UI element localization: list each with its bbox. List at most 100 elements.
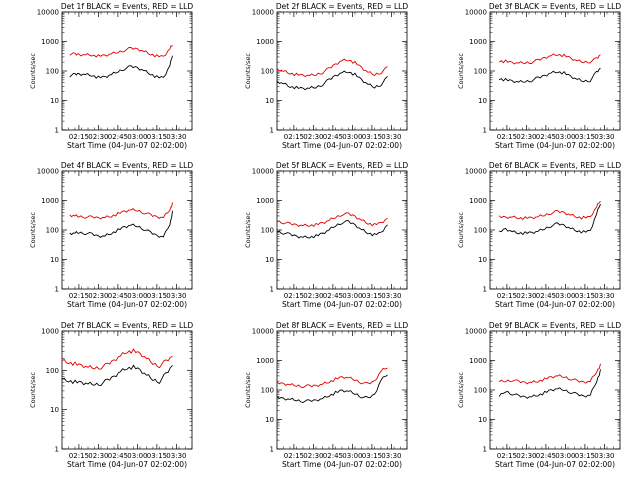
x-tick-label: 03:00 xyxy=(342,452,362,460)
x-tick-label: 03:30 xyxy=(594,452,614,460)
chart-panel-2: Det 2f BLACK = Events, RED = LLD 1 10 100 10… xyxy=(244,2,408,150)
panel-title: Det 6f BLACK = Events, RED = LLD xyxy=(489,161,622,170)
y-tick-label: 10 xyxy=(265,416,274,424)
y-tick-label: 100 xyxy=(261,68,274,76)
x-tick-label: 02:45 xyxy=(108,452,128,460)
y-axis-label: Counts/sec xyxy=(244,212,252,248)
y-tick-label: 10000 xyxy=(37,168,59,176)
x-axis-label: Start Time (04-Jun-07 02:02:00) xyxy=(282,460,402,469)
y-tick-label: 1000 xyxy=(256,38,274,46)
x-tick-label: 02:15 xyxy=(284,292,304,300)
chart-panel-4: Det 4f BLACK = Events, RED = LLD 1 10 100 10… xyxy=(29,161,193,309)
x-tick-label: 03:15 xyxy=(147,292,167,300)
y-tick-label: 1000 xyxy=(41,38,59,46)
chart-panel-7: Det 7f BLACK = Events, RED = LLD 1 10 100 10… xyxy=(29,321,193,469)
y-tick-label: 1000 xyxy=(469,357,487,365)
y-tick-label: 10 xyxy=(478,256,487,264)
series-line-lld xyxy=(276,367,388,389)
x-tick-label: 03:15 xyxy=(147,133,167,141)
chart-panel-5: Det 5f BLACK = Events, RED = LLD 1 10 100 10… xyxy=(244,161,408,309)
y-tick-label: 100 xyxy=(261,387,274,395)
series-line-lld xyxy=(498,200,601,221)
x-axis-label: Start Time (04-Jun-07 02:02:00) xyxy=(282,141,402,150)
series-line-lld xyxy=(69,202,173,220)
x-tick-label: 03:00 xyxy=(555,292,575,300)
series-line-events xyxy=(276,374,388,403)
chart-panel-3: Det 3f BLACK = Events, RED = LLD 1 10 100 10… xyxy=(457,2,621,150)
x-axis-label: Start Time (04-Jun-07 02:02:00) xyxy=(495,300,615,309)
x-tick-label: 02:15 xyxy=(284,452,304,460)
panel-title: Det 8f BLACK = Events, RED = LLD xyxy=(276,321,409,330)
y-tick-label: 1 xyxy=(55,286,59,294)
x-tick-label: 03:30 xyxy=(166,133,186,141)
y-tick-label: 100 xyxy=(46,367,59,375)
chart-panel-6: Det 6f BLACK = Events, RED = LLD 1 10 100 10… xyxy=(457,161,621,309)
panel-title: Det 1f BLACK = Events, RED = LLD xyxy=(61,2,194,11)
series-line-lld xyxy=(276,58,388,78)
plot-frame xyxy=(276,11,408,131)
panel-title: Det 2f BLACK = Events, RED = LLD xyxy=(276,2,409,11)
y-tick-label: 1 xyxy=(483,446,487,454)
y-tick-label: 10000 xyxy=(37,9,59,17)
y-tick-label: 100 xyxy=(474,68,487,76)
y-tick-label: 10000 xyxy=(252,9,274,17)
x-tick-label: 02:45 xyxy=(536,452,556,460)
x-tick-label: 02:15 xyxy=(497,133,517,141)
x-tick-label: 02:15 xyxy=(284,133,304,141)
x-tick-label: 03:00 xyxy=(555,133,575,141)
x-tick-label: 02:30 xyxy=(88,133,108,141)
x-tick-label: 03:15 xyxy=(362,133,382,141)
y-axis-label: Counts/sec xyxy=(457,53,465,89)
series-line-lld xyxy=(276,212,388,228)
x-tick-label: 02:45 xyxy=(323,452,343,460)
y-tick-label: 1 xyxy=(270,446,274,454)
x-tick-label: 03:30 xyxy=(594,292,614,300)
y-axis-label: Counts/sec xyxy=(244,53,252,89)
series-line-events xyxy=(69,55,173,79)
y-tick-label: 100 xyxy=(474,227,487,235)
x-tick-label: 02:45 xyxy=(108,292,128,300)
chart-panel-9: Det 9f BLACK = Events, RED = LLD 1 10 100 10… xyxy=(457,321,621,469)
x-tick-label: 02:45 xyxy=(536,133,556,141)
plot-frame xyxy=(489,170,621,290)
y-tick-label: 1 xyxy=(55,127,59,135)
x-axis-label: Start Time (04-Jun-07 02:02:00) xyxy=(495,460,615,469)
y-axis-label: Counts/sec xyxy=(29,212,37,248)
x-tick-label: 02:30 xyxy=(88,292,108,300)
x-tick-label: 03:15 xyxy=(575,133,595,141)
series-line-events xyxy=(498,203,601,236)
plot-frame xyxy=(276,170,408,290)
series-line-events xyxy=(498,369,601,399)
series-line-events xyxy=(61,364,173,386)
x-tick-label: 03:15 xyxy=(575,292,595,300)
y-tick-label: 10 xyxy=(50,97,59,105)
panel-title: Det 7f BLACK = Events, RED = LLD xyxy=(61,321,194,330)
y-tick-label: 100 xyxy=(46,68,59,76)
y-tick-label: 10 xyxy=(50,256,59,264)
y-tick-label: 10000 xyxy=(465,168,487,176)
y-tick-label: 100 xyxy=(474,387,487,395)
x-tick-label: 03:30 xyxy=(381,452,401,460)
x-tick-label: 02:30 xyxy=(516,133,536,141)
x-tick-label: 02:15 xyxy=(497,452,517,460)
y-tick-label: 10000 xyxy=(465,9,487,17)
x-axis-label: Start Time (04-Jun-07 02:02:00) xyxy=(67,141,187,150)
y-tick-label: 10000 xyxy=(252,168,274,176)
x-tick-label: 03:30 xyxy=(166,452,186,460)
x-axis-label: Start Time (04-Jun-07 02:02:00) xyxy=(67,460,187,469)
plot-frame xyxy=(489,11,621,131)
x-tick-label: 03:00 xyxy=(555,452,575,460)
x-tick-label: 03:15 xyxy=(575,452,595,460)
series-line-events xyxy=(69,210,173,238)
x-tick-label: 02:45 xyxy=(323,133,343,141)
x-tick-label: 02:45 xyxy=(323,292,343,300)
y-tick-label: 1 xyxy=(483,127,487,135)
x-axis-label: Start Time (04-Jun-07 02:02:00) xyxy=(495,141,615,150)
x-tick-label: 03:30 xyxy=(381,292,401,300)
y-tick-label: 1000 xyxy=(256,357,274,365)
panel-title: Det 9f BLACK = Events, RED = LLD xyxy=(489,321,622,330)
y-tick-label: 1000 xyxy=(469,197,487,205)
series-line-events xyxy=(498,67,601,84)
x-tick-label: 03:30 xyxy=(166,292,186,300)
y-tick-label: 1000 xyxy=(41,197,59,205)
